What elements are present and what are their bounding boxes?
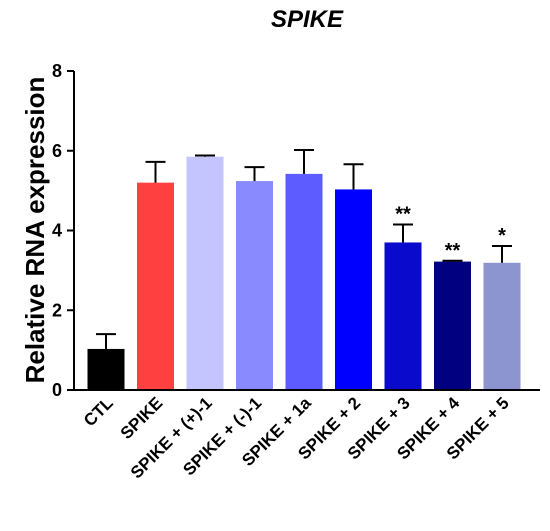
y-tick-label: 2 [52,300,62,320]
error-bar [195,154,215,157]
x-tick-label: SPIKE [117,393,167,443]
bar [186,156,224,390]
error-bar [96,333,116,349]
error-bar [294,148,314,174]
bar [87,348,125,390]
bar [483,262,521,390]
bar [285,173,323,390]
bar [434,261,471,390]
y-axis-ticks: 0 2 4 6 8 [52,61,74,400]
y-tick-label: 8 [52,61,62,81]
y-tick-label: 4 [52,221,62,241]
bar [137,182,174,390]
y-tick-label: 0 [52,380,62,400]
bar [335,189,372,390]
chart-title: SPIKE [271,6,344,33]
error-bar [492,245,512,263]
bar [384,242,422,390]
error-bar [442,259,463,262]
y-tick-label: 6 [52,141,62,161]
error-bar [343,163,364,190]
significance-marker: * [498,225,506,247]
significance-marker: ** [445,240,461,262]
error-bar [393,223,413,243]
bar [236,181,273,390]
bars: ***** [87,148,521,390]
error-bar [145,160,166,183]
x-tick-label: CTL [80,393,117,430]
significance-marker: ** [395,204,411,226]
y-axis-label: Relative RNA expression [20,77,50,384]
error-bar [244,166,265,182]
